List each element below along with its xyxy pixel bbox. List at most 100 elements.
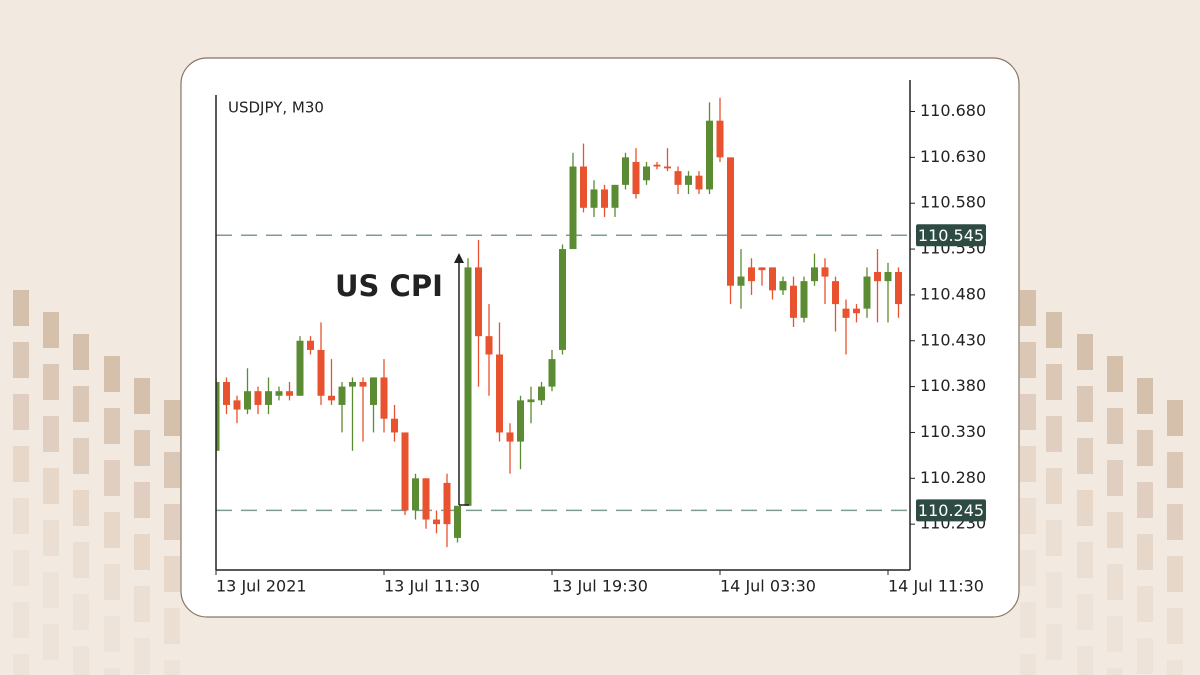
annotation-arrow (454, 253, 469, 506)
deco-block (1137, 586, 1153, 622)
deco-block (164, 608, 180, 644)
candle-body (716, 120, 724, 158)
candle-body (286, 391, 293, 396)
candle-body (590, 189, 598, 208)
deco-block (1137, 638, 1153, 674)
candle-body (884, 271, 892, 282)
candle-body (254, 391, 262, 405)
deco-block (1167, 608, 1183, 644)
decoration (13, 290, 1183, 675)
y-tick-label: 110.380 (920, 376, 986, 395)
deco-block (13, 550, 29, 586)
candle-body (443, 482, 451, 525)
candle-body (842, 308, 850, 318)
candle-body (664, 166, 671, 169)
candle-body (223, 382, 230, 405)
deco-block (1077, 334, 1093, 370)
overlay: 110.230110.280110.330110.380110.430110.4… (216, 101, 986, 595)
candle-body (832, 281, 839, 305)
deco-block (13, 342, 29, 378)
deco-block (1167, 504, 1183, 540)
deco-block (1046, 572, 1062, 608)
candle-body (811, 267, 818, 282)
candle-body (653, 164, 661, 167)
deco-block (134, 586, 150, 622)
axes (215, 80, 915, 575)
candle-body (559, 249, 566, 350)
candle-body (496, 354, 503, 433)
deco-block (1077, 646, 1093, 675)
deco-block (104, 512, 120, 548)
candle-body (296, 340, 304, 396)
candle-body (328, 395, 335, 401)
x-tick-label: 14 Jul 11:30 (888, 577, 984, 596)
candle-body (548, 359, 556, 387)
y-tick-label: 110.280 (920, 468, 986, 487)
level-label: 110.545 (918, 226, 984, 245)
candle-body (569, 166, 577, 250)
deco-block (1077, 386, 1093, 422)
deco-block (1020, 654, 1036, 675)
deco-block (13, 498, 29, 534)
candle-body (727, 157, 734, 286)
deco-block (73, 334, 89, 370)
candle-body (380, 377, 388, 419)
deco-block (104, 356, 120, 392)
deco-block (1077, 542, 1093, 578)
deco-block (73, 386, 89, 422)
deco-block (13, 394, 29, 430)
deco-block (13, 602, 29, 638)
candle-body (685, 175, 692, 185)
candle-body (454, 505, 461, 538)
deco-block (1020, 290, 1036, 326)
candle-body (580, 166, 587, 208)
candle-body (506, 432, 514, 442)
y-tick-label: 110.330 (920, 422, 986, 441)
deco-block (1020, 550, 1036, 586)
deco-block (1020, 602, 1036, 638)
candle-body (695, 175, 703, 190)
y-tick-label: 110.680 (920, 101, 986, 120)
deco-block (104, 616, 120, 652)
deco-block (1107, 668, 1123, 675)
candle-body (790, 285, 797, 318)
candle-body (779, 281, 787, 291)
candle-body (216, 382, 220, 451)
y-tick-label: 110.580 (920, 193, 986, 212)
deco-block (104, 460, 120, 496)
deco-block (164, 504, 180, 540)
candle-body (758, 267, 766, 271)
candle-body (338, 386, 346, 405)
chart-title: USDJPY, M30 (228, 99, 324, 117)
candle-body (622, 157, 629, 185)
candle-body (737, 276, 745, 286)
candle-body (359, 382, 367, 387)
candle-body (391, 418, 398, 433)
deco-block (1167, 400, 1183, 436)
deco-block (1046, 312, 1062, 348)
deco-block (1167, 452, 1183, 488)
deco-block (73, 490, 89, 526)
deco-block (134, 378, 150, 414)
deco-block (73, 646, 89, 675)
deco-block (1107, 356, 1123, 392)
deco-block (1137, 534, 1153, 570)
deco-block (1137, 378, 1153, 414)
candle-body (527, 399, 535, 403)
candle-body (674, 171, 682, 185)
deco-block (1046, 364, 1062, 400)
candle-body (233, 400, 241, 410)
candle-body (632, 161, 640, 195)
candle-body (412, 478, 419, 511)
deco-block (73, 438, 89, 474)
candle-body (485, 336, 493, 355)
level-label-box (916, 499, 986, 522)
deco-block (164, 556, 180, 592)
deco-block (1077, 490, 1093, 526)
deco-block (1046, 520, 1062, 556)
deco-block (13, 654, 29, 675)
deco-block (73, 542, 89, 578)
x-tick-label: 13 Jul 19:30 (552, 577, 648, 596)
deco-block (134, 482, 150, 518)
